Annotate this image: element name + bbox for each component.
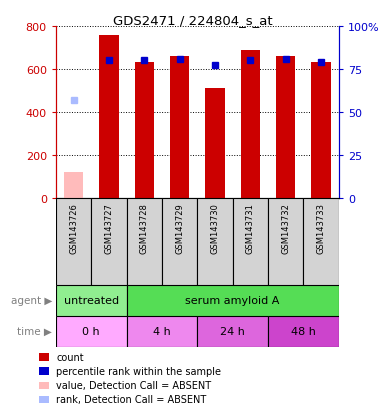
Text: GSM143732: GSM143732 <box>281 203 290 253</box>
Bar <box>56 285 127 316</box>
Bar <box>170 57 189 198</box>
Bar <box>197 316 268 347</box>
Text: value, Detection Call = ABSENT: value, Detection Call = ABSENT <box>56 380 211 390</box>
Bar <box>127 285 339 316</box>
Bar <box>276 57 295 198</box>
Bar <box>233 198 268 285</box>
Bar <box>311 63 331 198</box>
Text: 48 h: 48 h <box>291 326 316 337</box>
Text: rank, Detection Call = ABSENT: rank, Detection Call = ABSENT <box>56 394 206 404</box>
Text: 24 h: 24 h <box>220 326 245 337</box>
Bar <box>56 316 127 347</box>
Bar <box>91 198 127 285</box>
Text: GSM143726: GSM143726 <box>69 203 78 253</box>
Text: time ▶: time ▶ <box>17 326 52 337</box>
Bar <box>127 316 197 347</box>
Bar <box>241 50 260 198</box>
Text: count: count <box>56 352 84 362</box>
Text: 4 h: 4 h <box>153 326 171 337</box>
Bar <box>134 63 154 198</box>
Text: GSM143728: GSM143728 <box>140 203 149 253</box>
Text: GSM143730: GSM143730 <box>211 203 219 253</box>
Text: serum amyloid A: serum amyloid A <box>186 295 280 306</box>
Text: GSM143731: GSM143731 <box>246 203 255 253</box>
Text: untreated: untreated <box>64 295 119 306</box>
Bar <box>205 89 225 198</box>
Bar <box>56 198 91 285</box>
Text: agent ▶: agent ▶ <box>11 295 52 306</box>
Text: percentile rank within the sample: percentile rank within the sample <box>56 366 221 376</box>
Text: GSM143727: GSM143727 <box>104 203 114 253</box>
Bar <box>197 198 233 285</box>
Text: 0 h: 0 h <box>82 326 100 337</box>
Bar <box>162 198 197 285</box>
Bar <box>268 198 303 285</box>
Bar <box>303 198 339 285</box>
Bar <box>127 198 162 285</box>
Bar <box>268 316 339 347</box>
Bar <box>64 173 83 198</box>
Text: GSM143729: GSM143729 <box>175 203 184 253</box>
Text: GSM143733: GSM143733 <box>316 203 326 254</box>
Text: GDS2471 / 224804_s_at: GDS2471 / 224804_s_at <box>113 14 272 27</box>
Bar <box>99 36 119 198</box>
